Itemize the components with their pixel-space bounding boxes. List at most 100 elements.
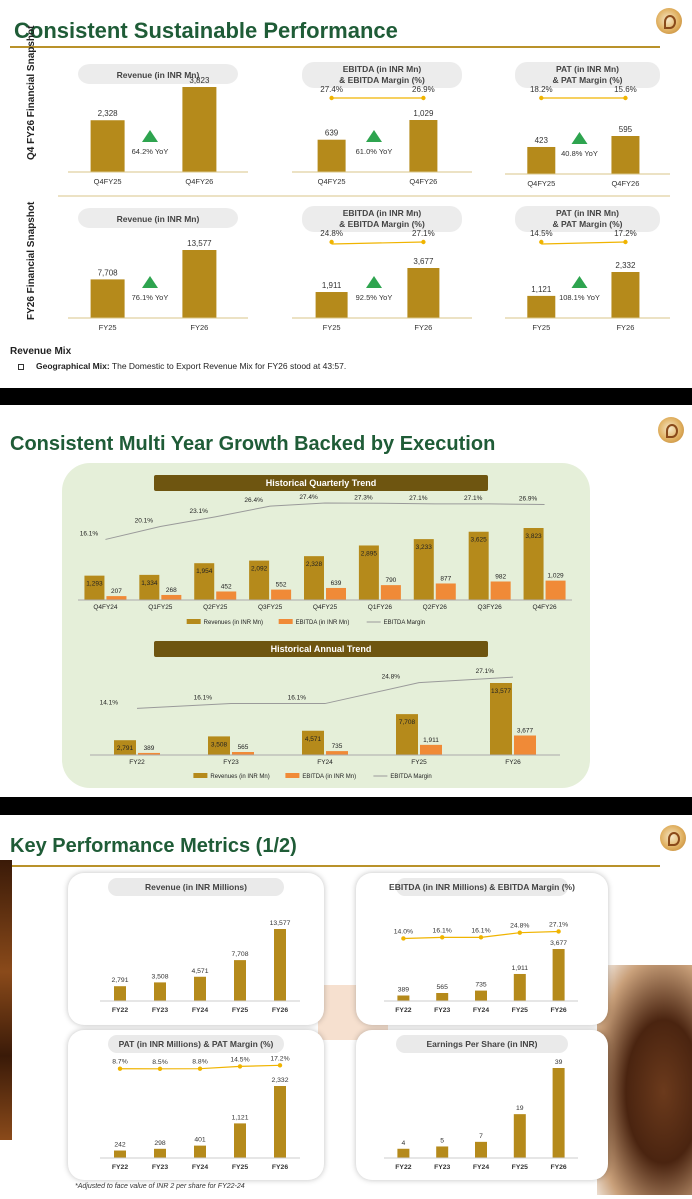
margin-marker <box>517 930 522 935</box>
margin-label: 17.2% <box>270 1055 289 1062</box>
category-label: FY22 <box>112 1164 128 1171</box>
margin-line <box>136 676 514 709</box>
q4-charts: Revenue (in INR Mn) 2,328 Q4FY25 3,823 Q4FY2… <box>58 62 670 332</box>
margin-label: 18.2% <box>530 85 553 94</box>
bar <box>154 982 166 1001</box>
slide-multi-year-growth: Consistent Multi Year Growth Backed by E… <box>0 405 692 797</box>
revenue-bar <box>396 714 418 755</box>
ebitda-bar <box>161 594 182 600</box>
margin-label: 27.1% <box>476 668 495 675</box>
revenue-label: 1,954 <box>196 568 213 575</box>
bar-value-label: 3,508 <box>151 973 168 980</box>
margin-label: 14.5% <box>530 229 553 238</box>
bar-value-label: 3,677 <box>413 257 434 266</box>
bar-value-label: 3,677 <box>550 940 567 947</box>
chart-title: & PAT Margin (%) <box>552 75 622 85</box>
chart-title: & PAT Margin (%) <box>552 219 622 229</box>
margin-label: 27.1% <box>412 229 435 238</box>
bar <box>436 993 449 1001</box>
footnote: *Adjusted to face value of INR 2 per sha… <box>75 1183 245 1190</box>
brand-logo-icon <box>658 417 684 443</box>
bullet-square-icon <box>18 363 24 370</box>
margin-label: 27.3% <box>354 494 373 501</box>
ebitda-bar <box>326 751 348 755</box>
bar <box>154 1148 166 1158</box>
chart-title: EBITDA (in INR Mn) <box>343 64 422 74</box>
ebitda-label: 389 <box>144 745 155 752</box>
ebitda-bar <box>106 596 127 600</box>
chart-title: Revenue (in INR Mn) <box>117 70 200 80</box>
margin-label: 27.1% <box>409 495 428 502</box>
chart-title-pill <box>108 1035 284 1053</box>
margin-line <box>105 502 545 540</box>
ebitda-label: 268 <box>166 587 177 594</box>
bar-value-label: 639 <box>325 129 339 138</box>
bar <box>436 1146 449 1158</box>
category-label: Q4FY25 <box>313 604 338 611</box>
ebitda-bar <box>326 587 346 600</box>
margin-label: 24.8% <box>320 229 343 238</box>
revenue-bar <box>523 528 544 600</box>
ebitda-bar <box>420 744 442 755</box>
chart-title: Earnings Per Share (in INR) <box>427 1039 538 1049</box>
margin-label: 24.8% <box>382 674 401 681</box>
category-label: FY23 <box>223 759 239 766</box>
revenue-label: 3,625 <box>471 537 488 544</box>
bar <box>527 295 556 318</box>
category-label: FY25 <box>411 759 427 766</box>
bar <box>409 120 438 172</box>
bar-value-label: 4 <box>402 1140 406 1147</box>
ebitda-bar <box>545 580 566 600</box>
revenue-bar <box>249 560 270 600</box>
revenue-mix-heading: Revenue Mix <box>10 346 72 357</box>
margin-label: 16.1% <box>80 530 99 537</box>
category-label: Q2FY25 <box>203 604 228 611</box>
revenue-label: 3,233 <box>416 544 433 551</box>
category-label: Q2FY26 <box>423 604 448 611</box>
margin-label: 26.9% <box>412 85 435 94</box>
chart-title: EBITDA (in INR Millions) & EBITDA Margin… <box>389 882 575 892</box>
category-label: Q4FY25 <box>318 177 346 186</box>
bar <box>513 973 526 1001</box>
bar <box>475 990 487 1001</box>
bar-value-label: 39 <box>555 1059 563 1066</box>
margin-label: 27.1% <box>549 921 568 928</box>
bar-value-label: 1,121 <box>231 1114 248 1121</box>
category-label: FY25 <box>232 1007 248 1014</box>
ebitda-bar <box>216 591 237 600</box>
bar <box>552 949 565 1001</box>
legend-label: Revenues (in INR Mn) <box>210 774 269 780</box>
bar-value-label: 2,791 <box>111 977 128 984</box>
category-label: FY25 <box>323 323 341 332</box>
bar <box>513 1114 526 1158</box>
ebitda-label: 1,029 <box>547 573 564 580</box>
margin-label: 23.1% <box>190 508 209 515</box>
chart-title: Revenue (in INR Mn) <box>117 214 200 224</box>
category-label: FY23 <box>434 1007 450 1014</box>
category-label: Q3FY26 <box>478 604 503 611</box>
page-title: Key Performance Metrics (1/2) <box>10 835 297 857</box>
category-label: FY26 <box>414 323 432 332</box>
page-title: Consistent Multi Year Growth Backed by E… <box>10 433 496 455</box>
margin-label: 8.5% <box>152 1059 168 1066</box>
category-label: FY25 <box>512 1164 528 1171</box>
category-label: Q4FY26 <box>532 604 557 611</box>
ebitda-label: 790 <box>385 577 396 584</box>
revenue-label: 7,708 <box>399 719 416 726</box>
bar-value-label: 13,577 <box>270 920 291 927</box>
revenue-label: 2,328 <box>306 561 323 568</box>
category-label: FY22 <box>395 1007 411 1014</box>
bar <box>475 1141 487 1158</box>
ebitda-label: 207 <box>111 588 122 595</box>
chart-title-pill <box>108 878 284 896</box>
bar-value-label: 19 <box>516 1105 524 1112</box>
ebitda-label: 735 <box>332 743 343 750</box>
title-underline <box>10 865 660 867</box>
bar-value-label: 7,708 <box>98 268 119 277</box>
category-label: FY24 <box>192 1164 208 1171</box>
category-label: FY26 <box>550 1007 566 1014</box>
up-arrow-icon <box>142 276 158 288</box>
category-label: Q1FY26 <box>368 604 393 611</box>
legend-swatch-ebitda <box>278 619 293 624</box>
bar <box>182 87 217 172</box>
